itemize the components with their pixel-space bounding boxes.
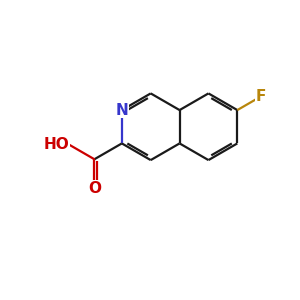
Text: F: F	[256, 89, 266, 104]
Text: HO: HO	[43, 137, 69, 152]
Text: N: N	[116, 103, 128, 118]
Text: O: O	[88, 181, 101, 196]
